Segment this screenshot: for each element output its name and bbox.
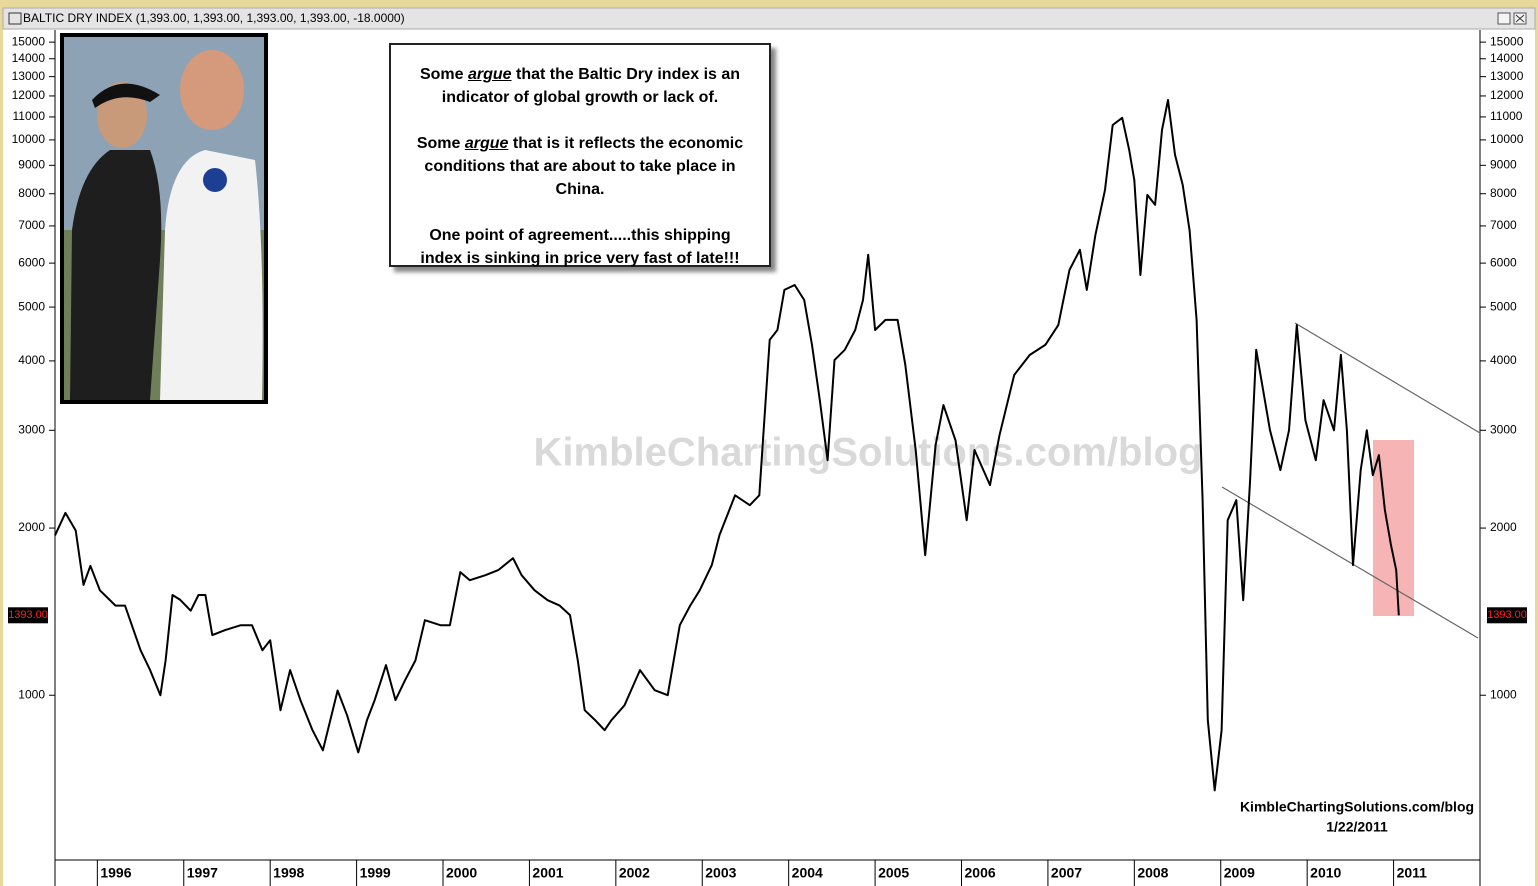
y-tick-label-right: 15000 bbox=[1490, 34, 1524, 48]
y-tick-label-right: 12000 bbox=[1490, 88, 1524, 102]
y-tick-label-left: 14000 bbox=[12, 51, 46, 65]
x-tick-label: 2000 bbox=[446, 865, 477, 881]
x-tick-label: 1999 bbox=[360, 865, 391, 881]
watermark: KimbleChartingSolutions.com/blog bbox=[534, 431, 1203, 475]
annotation-paragraph: One point of agreement.....this shipping… bbox=[407, 224, 753, 270]
y-tick-label-right: 5000 bbox=[1490, 299, 1517, 313]
footer-text: 1/22/2011 bbox=[1326, 819, 1388, 835]
y-tick-label-left: 15000 bbox=[12, 34, 46, 48]
x-tick-label: 2009 bbox=[1224, 865, 1255, 881]
x-tick-label: 2001 bbox=[532, 865, 563, 881]
y-tick-label-left: 2000 bbox=[18, 520, 45, 534]
restore-button[interactable] bbox=[1498, 13, 1510, 24]
annotation-paragraph: Some argue that the Baltic Dry index is … bbox=[407, 63, 753, 109]
x-tick-label: 2007 bbox=[1051, 865, 1082, 881]
annotation-text: Some bbox=[420, 66, 468, 83]
y-tick-label-right: 4000 bbox=[1490, 353, 1517, 367]
x-tick-label: 2010 bbox=[1310, 865, 1341, 881]
annotation-box: Some argue that the Baltic Dry index is … bbox=[389, 43, 771, 267]
y-tick-label-left: 3000 bbox=[18, 422, 45, 436]
y-tick-label-left: 4000 bbox=[18, 353, 45, 367]
y-tick-label-left: 12000 bbox=[12, 88, 46, 102]
x-tick-label: 1998 bbox=[273, 865, 304, 881]
x-tick-label: 2005 bbox=[878, 865, 909, 881]
y-tick-label-right: 11000 bbox=[1490, 109, 1523, 123]
x-tick-label: 1996 bbox=[100, 865, 131, 881]
annotation-text: Some bbox=[417, 135, 465, 152]
x-tick-label: 2002 bbox=[619, 865, 650, 881]
annotation-emphasis: argue bbox=[465, 135, 509, 152]
y-tick-label-left: 1000 bbox=[18, 687, 45, 701]
y-tick-label-right: 13000 bbox=[1490, 69, 1524, 83]
y-tick-label-right: 2000 bbox=[1490, 520, 1517, 534]
y-tick-label-left: 11000 bbox=[13, 109, 46, 123]
y-tick-label-left: 9000 bbox=[18, 157, 45, 171]
y-tick-label-left: 13000 bbox=[12, 69, 46, 83]
y-tick-label-right: 9000 bbox=[1490, 157, 1517, 171]
y-tick-label-right: 6000 bbox=[1490, 255, 1517, 269]
annotation-text: One point of agreement.....this shipping… bbox=[420, 227, 739, 267]
y-tick-label-right: 1000 bbox=[1490, 687, 1517, 701]
y-tick-label-right: 14000 bbox=[1490, 51, 1524, 65]
y-tick-label-right: 8000 bbox=[1490, 186, 1517, 200]
y-tick-label-left: 5000 bbox=[18, 299, 45, 313]
annotation-paragraph: Some argue that is it reflects the econo… bbox=[407, 132, 753, 201]
last-value-label-left: 1393.00 bbox=[8, 609, 48, 621]
y-tick-label-left: 8000 bbox=[18, 186, 45, 200]
y-tick-label-left: 10000 bbox=[12, 132, 46, 146]
y-tick-label-left: 7000 bbox=[18, 218, 45, 232]
x-tick-label: 2011 bbox=[1397, 865, 1428, 881]
x-tick-label: 2003 bbox=[705, 865, 736, 881]
y-tick-label-right: 7000 bbox=[1490, 218, 1517, 232]
last-value-label-right: 1393.00 bbox=[1487, 609, 1527, 621]
y-tick-label-right: 3000 bbox=[1490, 422, 1517, 436]
x-tick-label: 2008 bbox=[1137, 865, 1168, 881]
cubs-logo bbox=[203, 168, 227, 192]
y-tick-label-left: 6000 bbox=[18, 255, 45, 269]
x-tick-label: 1997 bbox=[187, 865, 218, 881]
footer-text: KimbleChartingSolutions.com/blog bbox=[1240, 799, 1474, 815]
umpire bbox=[70, 150, 161, 400]
page: BALTIC DRY INDEX (1,393.00, 1,393.00, 1,… bbox=[0, 0, 1538, 886]
y-tick-label-right: 10000 bbox=[1490, 132, 1524, 146]
manager-head bbox=[180, 50, 244, 130]
photo bbox=[60, 33, 268, 404]
chart-title: BALTIC DRY INDEX (1,393.00, 1,393.00, 1,… bbox=[23, 11, 405, 25]
annotation-emphasis: argue bbox=[468, 66, 512, 83]
x-tick-label: 2006 bbox=[965, 865, 996, 881]
x-tick-label: 2004 bbox=[792, 865, 823, 881]
